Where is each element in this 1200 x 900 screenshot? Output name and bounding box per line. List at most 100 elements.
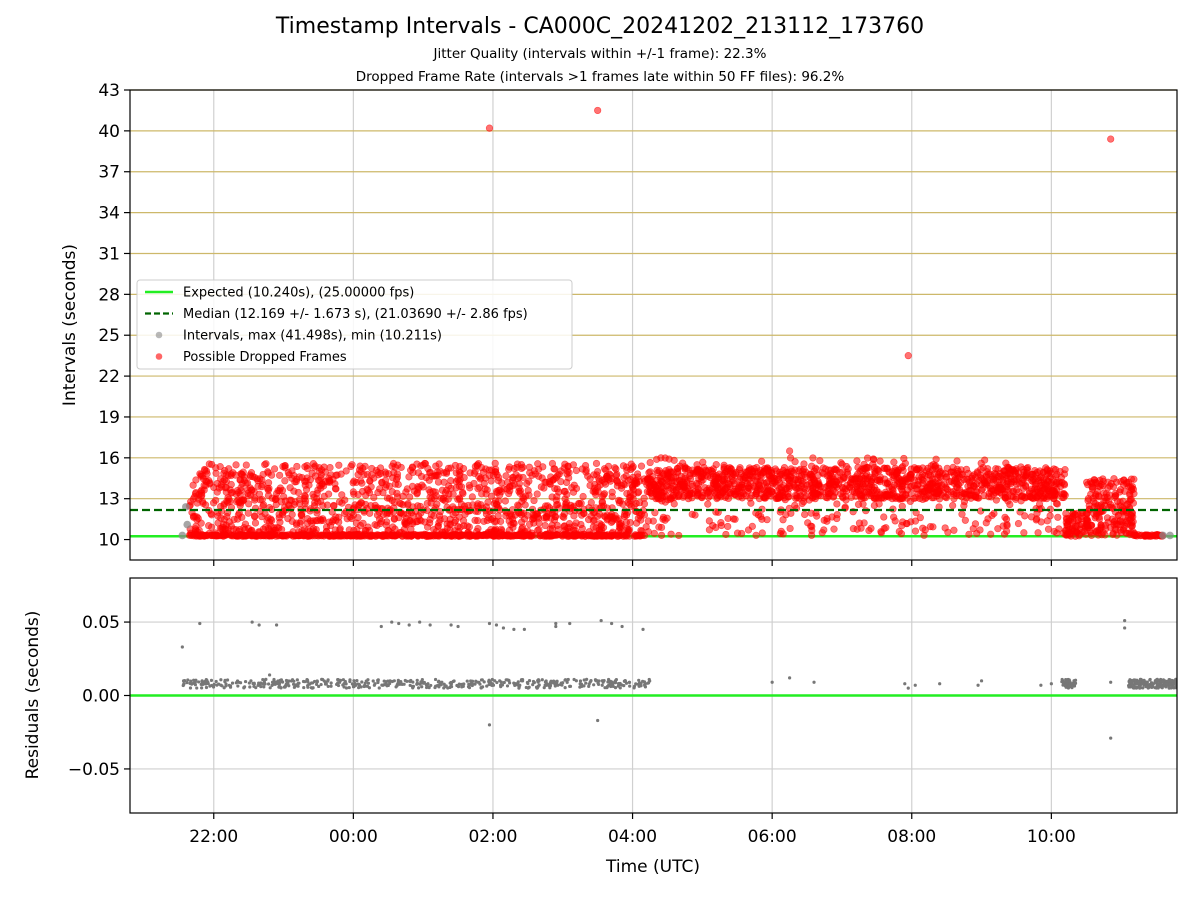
dropped-frame-point [516, 489, 524, 497]
dropped-frame-point [1053, 529, 1061, 537]
x-tick-label: 02:00 [468, 827, 517, 847]
residual-point [596, 718, 600, 723]
dropped-frame-point [717, 521, 726, 530]
dropped-frame-point [272, 496, 280, 504]
residual-point [278, 685, 282, 689]
dropped-frame-point [871, 467, 879, 475]
dropped-frame-point [292, 478, 300, 486]
dropped-frame-point [945, 478, 954, 486]
residual-point [285, 679, 289, 683]
dropped-frame-point [857, 524, 865, 532]
dropped-frame-point [688, 510, 696, 518]
dropped-frame-point [704, 493, 713, 501]
dropped-frame-point [458, 488, 467, 496]
dropped-frame-point [781, 496, 789, 504]
dropped-frame-point [900, 454, 908, 463]
residual-point [223, 680, 227, 684]
dropped-frame-point [1123, 520, 1132, 528]
dropped-frame-point [858, 492, 866, 500]
residual-point [290, 678, 295, 682]
dropped-frame-point [1051, 472, 1060, 480]
dropped-frame-point [280, 493, 288, 501]
residual-point [535, 686, 539, 690]
residual-point [302, 685, 306, 690]
dropped-frame-point [194, 514, 202, 523]
dropped-frame-point [1091, 476, 1099, 484]
dropped-frame-point [584, 516, 593, 524]
residual-point [355, 679, 359, 683]
dropped-frame-point [695, 474, 703, 483]
dropped-frame-point [818, 529, 826, 537]
residual-point [628, 684, 632, 688]
dropped-frame-point [613, 477, 621, 485]
dropped-frame-point [1096, 482, 1104, 491]
dropped-frame-point [667, 530, 675, 538]
residual-point [352, 679, 356, 683]
dropped-frame-point [315, 464, 323, 472]
dropped-frame-point [529, 510, 537, 519]
residual-point [479, 686, 483, 690]
dropped-frame-point [325, 518, 333, 526]
dropped-frame-point [921, 526, 929, 534]
dropped-frame-point [1095, 515, 1104, 523]
dropped-frame-point [222, 484, 230, 492]
residual-point [592, 683, 596, 687]
dropped-frame-point [919, 495, 927, 504]
dropped-frame-point [517, 461, 525, 469]
dropped-frame-point [1030, 491, 1038, 499]
dropped-frame-point [474, 485, 482, 493]
dropped-frame-point [383, 518, 391, 526]
dropped-frame-point [1032, 516, 1040, 524]
dropped-frame-point [546, 479, 554, 488]
interval-point [1166, 531, 1174, 540]
dropped-frame-point [858, 480, 867, 488]
dropped-frame-point [461, 510, 469, 518]
dropped-frame-point [258, 496, 266, 504]
residual-point [329, 681, 333, 685]
residual-point [641, 627, 645, 632]
dropped-frame-point [230, 515, 238, 524]
residual-point [1160, 684, 1164, 689]
dropped-frame-point [338, 491, 346, 499]
dropped-frame-point [627, 460, 635, 468]
residual-point [320, 677, 325, 682]
dropped-frame-point [493, 501, 501, 509]
residual-point [257, 681, 261, 685]
dropped-frame-point [187, 531, 195, 539]
residual-point [520, 678, 525, 682]
residual-point [502, 680, 506, 685]
residual-point [197, 680, 201, 684]
dropped-frame-point [750, 482, 758, 490]
residual-point [494, 623, 499, 627]
dropped-frame-point [890, 458, 898, 466]
dropped-frame-point [554, 471, 562, 479]
dropped-frame-point [581, 532, 589, 540]
residual-point [465, 679, 469, 683]
dropped-frame-point [301, 491, 309, 500]
residual-point [585, 677, 589, 682]
top-y-tick-label: 16 [98, 449, 120, 469]
dropped-frame-point [464, 501, 472, 510]
residual-point [419, 680, 423, 684]
dropped-frame-point [572, 466, 580, 475]
dropped-frame-point [297, 517, 305, 525]
residual-point [1123, 626, 1127, 630]
top-y-tick-label: 40 [98, 122, 120, 142]
residual-point [531, 679, 536, 684]
dropped-frame-point [1071, 522, 1079, 531]
residual-point [1138, 684, 1142, 688]
dropped-frame-point [1010, 476, 1018, 484]
residual-point [204, 682, 208, 686]
dropped-frame-point [719, 476, 727, 485]
dropped-frame-point [570, 512, 578, 520]
residual-point [578, 682, 582, 686]
residual-point [294, 683, 298, 687]
dropped-frame-point [713, 494, 721, 503]
dropped-frame-point [910, 481, 918, 490]
dropped-frame-point [305, 481, 313, 489]
dropped-frame-point [664, 473, 672, 481]
top-panel-data [130, 106, 1177, 540]
residual-point [211, 685, 216, 689]
dropped-frame-point [898, 522, 906, 530]
dropped-frame-point [990, 509, 998, 518]
